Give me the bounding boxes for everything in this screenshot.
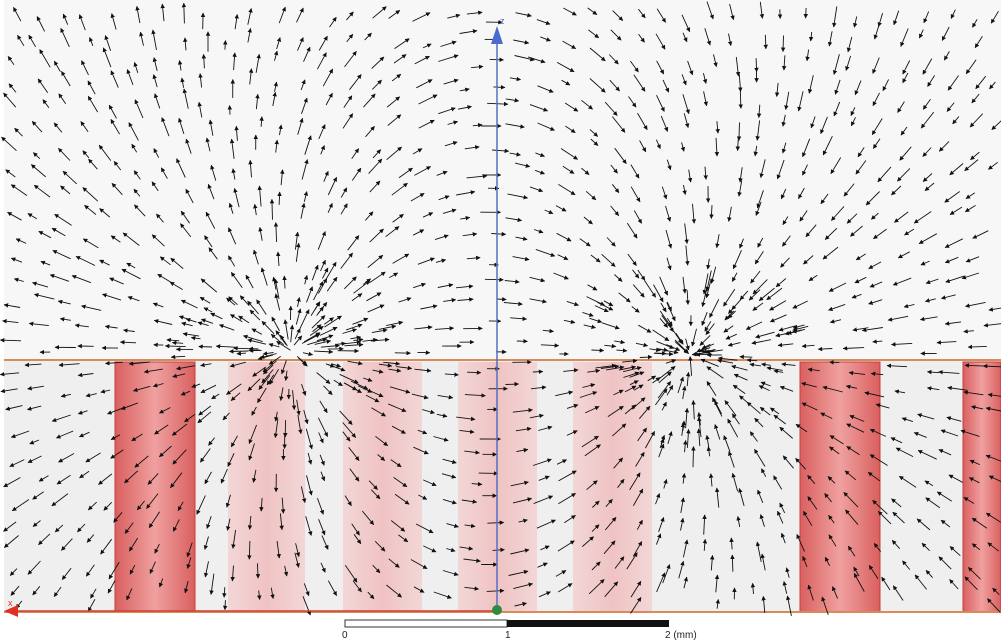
field-arrow	[806, 8, 807, 18]
field-arrow	[249, 541, 250, 559]
field-view: z x 0 1 2 (mm)	[0, 0, 1001, 643]
field-arrow	[693, 447, 694, 468]
scale-label: 0	[342, 630, 348, 641]
x-axis-label: x	[8, 598, 13, 608]
field-arrow	[234, 348, 249, 349]
field-arrow	[591, 350, 603, 351]
field-arrow	[533, 372, 543, 373]
field-arrow	[756, 58, 757, 72]
air-region	[4, 0, 1001, 360]
field-arrow	[830, 362, 840, 363]
scale-label: 1	[505, 630, 511, 641]
field-arrow	[738, 140, 739, 151]
field-arrow	[740, 90, 741, 109]
pillar	[800, 362, 880, 612]
z-axis-label: z	[500, 16, 505, 26]
scale-bar-black	[507, 620, 669, 627]
field-arrow	[739, 122, 740, 140]
pillar	[963, 362, 1001, 612]
field-arrow	[467, 372, 481, 373]
field-arrow	[506, 384, 519, 385]
origin	[492, 605, 502, 615]
scale-bar-white	[345, 620, 507, 627]
field-arrow	[272, 199, 273, 219]
field-arrow	[485, 279, 503, 280]
field-arrow	[199, 347, 212, 348]
field-arrow	[740, 357, 753, 358]
pillar	[343, 362, 422, 612]
field-arrow	[765, 35, 766, 49]
pillar	[573, 362, 652, 612]
scale-label: 2 (mm)	[665, 630, 697, 641]
field-arrow	[640, 357, 652, 358]
field-arrow	[497, 299, 506, 300]
field-arrow	[493, 87, 505, 88]
field-arrow	[783, 36, 784, 52]
pillar	[115, 362, 195, 612]
field-arrow	[279, 192, 280, 205]
field-arrow	[732, 555, 733, 572]
field-arrow	[225, 41, 226, 50]
field-arrow	[184, 3, 185, 23]
page: z x 0 1 2 (mm) (() => { const data = JSO…	[0, 0, 1001, 643]
field-arrow	[229, 351, 248, 352]
